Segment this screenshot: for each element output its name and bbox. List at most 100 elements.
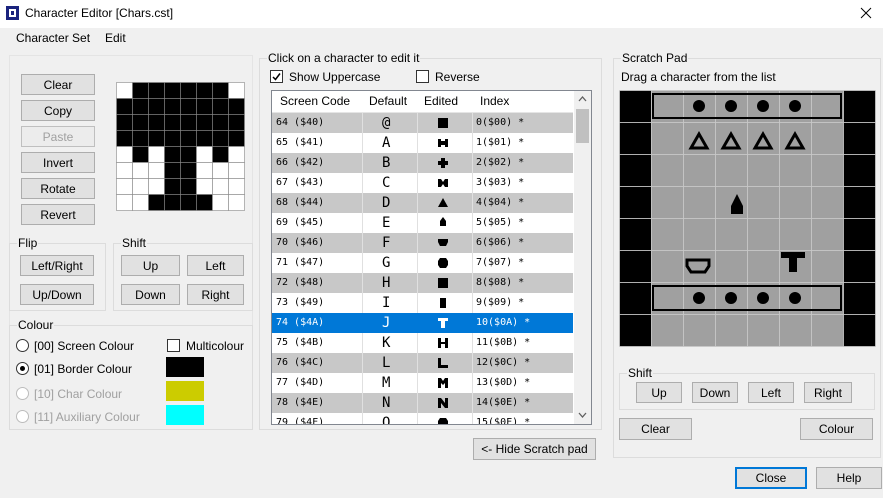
- list-row[interactable]: 64 ($40) @0($00) *: [272, 113, 573, 133]
- scratch-cell: [779, 186, 812, 219]
- index: 12($0C) *: [476, 357, 531, 368]
- column-divider: [472, 273, 473, 293]
- scratch-glyph: [693, 292, 705, 304]
- list-row[interactable]: 66 ($42) B 2($02) *: [272, 153, 573, 173]
- list-row[interactable]: 71 ($47) G 7($07) *: [272, 253, 573, 273]
- glyph: [438, 378, 448, 388]
- edited-glyph: [438, 338, 448, 348]
- column-header[interactable]: Edited: [424, 94, 459, 108]
- flip-button[interactable]: Left/Right: [20, 255, 94, 276]
- scratch-cell: [619, 122, 652, 155]
- menu-item[interactable]: Edit: [105, 31, 126, 45]
- glyph: [438, 278, 448, 288]
- pixel: [148, 162, 165, 179]
- hide-scratch-button[interactable]: <- Hide Scratch pad: [473, 438, 596, 460]
- clear-button[interactable]: Clear: [21, 74, 95, 95]
- list-row[interactable]: 65 ($41) A 1($01) *: [272, 133, 573, 153]
- glyph: [438, 338, 448, 348]
- shift-button[interactable]: Right: [187, 284, 244, 305]
- screen-code: 78 ($4E): [276, 397, 325, 408]
- edited-glyph: [438, 398, 448, 408]
- pixel: [196, 130, 213, 147]
- list-row[interactable]: 67 ($43) C 3($03) *: [272, 173, 573, 193]
- list-row[interactable]: 79 ($4F) O 15($0F) *: [272, 413, 573, 425]
- shift-button[interactable]: Down: [692, 382, 738, 403]
- shift-button[interactable]: Left: [748, 382, 794, 403]
- checkbox[interactable]: [270, 70, 283, 83]
- index: 0($00) *: [476, 117, 525, 128]
- glyph: [440, 217, 446, 226]
- radio-label[interactable]: [01] Border Colour: [34, 362, 133, 376]
- scratch-cell: [747, 122, 780, 155]
- flip-group: Flip: [9, 236, 106, 311]
- column-divider: [472, 393, 473, 413]
- list-row[interactable]: 76 ($4C) L 12($0C) *: [272, 353, 573, 373]
- list-row[interactable]: 75 ($4B) K 11($0B) *: [272, 333, 573, 353]
- scratch-grid[interactable]: [619, 90, 876, 347]
- radio[interactable]: [16, 339, 29, 352]
- default-char: I: [382, 295, 391, 311]
- close-window[interactable]: [860, 7, 872, 19]
- checkbox[interactable]: [416, 70, 429, 83]
- pixel: [196, 194, 213, 211]
- default-char: O: [382, 415, 391, 425]
- list-row[interactable]: 72 ($48) H 8($08) *: [272, 273, 573, 293]
- scrollbar[interactable]: [574, 91, 591, 424]
- default-char: E: [382, 215, 391, 231]
- flip-button[interactable]: Up/Down: [20, 284, 94, 305]
- checkbox-label[interactable]: Reverse: [435, 70, 480, 84]
- list-row[interactable]: 77 ($4D) M 13($0D) *: [272, 373, 573, 393]
- scratch-colour-button[interactable]: Colour: [800, 418, 873, 440]
- list-row[interactable]: 74 ($4A) J 10($0A) *: [272, 313, 573, 333]
- help-button[interactable]: Help: [816, 467, 882, 489]
- list-row[interactable]: 68 ($44) D 4($04) *: [272, 193, 573, 213]
- default-char: F: [382, 235, 391, 251]
- rotate-button[interactable]: Rotate: [21, 178, 95, 199]
- close-button[interactable]: Close: [735, 467, 807, 489]
- invert-button[interactable]: Invert: [21, 152, 95, 173]
- pixel: [212, 194, 229, 211]
- screen-code: 73 ($49): [276, 297, 325, 308]
- list-row[interactable]: 73 ($49) I 9($09) *: [272, 293, 573, 313]
- screen-code: 68 ($44): [276, 197, 325, 208]
- checkbox-label[interactable]: Show Uppercase: [289, 70, 381, 84]
- shift-button[interactable]: Left: [187, 255, 244, 276]
- index: 1($01) *: [476, 137, 525, 148]
- revert-button[interactable]: Revert: [21, 204, 95, 225]
- column-header[interactable]: Index: [480, 94, 510, 108]
- shift-button[interactable]: Right: [804, 382, 852, 403]
- radio[interactable]: [16, 362, 29, 375]
- pixel: [180, 146, 197, 163]
- scratch-cell: [651, 314, 684, 347]
- scratch-cell: [683, 122, 716, 155]
- pixel-grid[interactable]: [116, 82, 245, 211]
- scratch-clear-button[interactable]: Clear: [619, 418, 692, 440]
- list-row[interactable]: 78 ($4E) N 14($0E) *: [272, 393, 573, 413]
- checkbox-label[interactable]: Multicolour: [186, 339, 245, 353]
- column-header[interactable]: Screen Code: [280, 94, 351, 108]
- checkbox[interactable]: [167, 339, 180, 352]
- menu-item[interactable]: Character Set: [16, 31, 91, 45]
- pixel: [164, 82, 181, 99]
- radio-label: [10] Char Colour: [34, 387, 123, 401]
- shift-button[interactable]: Up: [121, 255, 180, 276]
- screen-code: 70 ($46): [276, 237, 325, 248]
- column-header[interactable]: Default: [369, 94, 408, 108]
- column-divider: [472, 233, 473, 253]
- copy-button[interactable]: Copy: [21, 100, 95, 121]
- shift-button[interactable]: Up: [636, 382, 682, 403]
- colour-swatch[interactable]: [166, 357, 204, 377]
- list-row[interactable]: 70 ($46) F 6($06) *: [272, 233, 573, 253]
- pixel: [132, 98, 149, 115]
- app-icon: [6, 6, 19, 20]
- radio-label[interactable]: [00] Screen Colour: [34, 339, 135, 353]
- list-row[interactable]: 69 ($45) E 5($05) *: [272, 213, 573, 233]
- column-divider: [472, 413, 473, 424]
- scratch-cell: [811, 122, 844, 155]
- scratch-cell: [651, 250, 684, 283]
- scratch-glyph: [757, 292, 769, 304]
- pixel: [164, 146, 181, 163]
- shift-button[interactable]: Down: [121, 284, 180, 305]
- colour-swatch: [166, 381, 204, 401]
